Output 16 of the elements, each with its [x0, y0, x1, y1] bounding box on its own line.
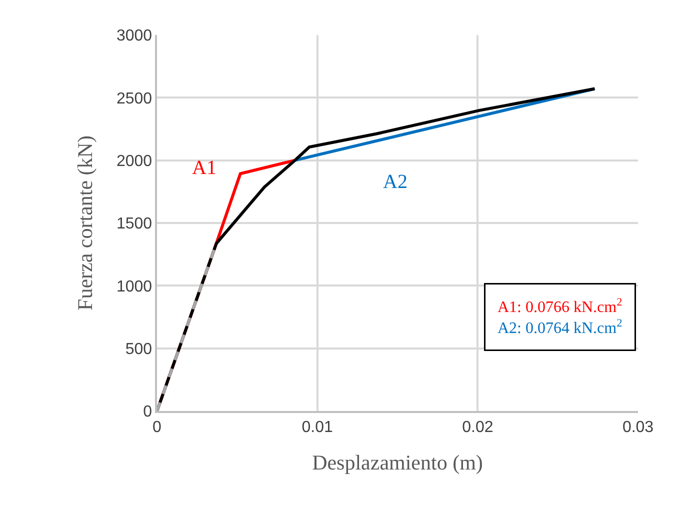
y-tick-label: 0: [143, 404, 152, 421]
y-tick-label: 2000: [116, 152, 152, 170]
annotation: A2: 0.0764 kN.cm$^{2}$: [498, 317, 622, 338]
x-tick-label: 0.03: [622, 418, 654, 436]
y-tick-label: 3000: [116, 28, 152, 45]
x-tick-label: 0.02: [462, 418, 494, 436]
y-axis-title: Fuerza cortante (kN): [73, 136, 98, 310]
x-tick-label: 0.01: [302, 418, 333, 436]
y-tick-label: 2500: [116, 90, 152, 108]
y-tick-label: 1500: [116, 216, 152, 233]
x-axis-title: Desplazamiento (m): [312, 450, 483, 475]
y-tick-label: 1000: [116, 278, 152, 296]
y-tick-label: 500: [125, 340, 152, 358]
annotation: A1: 0.0766 kN.cm$^{2}$: [498, 296, 622, 316]
series-label: A2: [383, 171, 408, 193]
series-label: A1: [192, 157, 216, 179]
